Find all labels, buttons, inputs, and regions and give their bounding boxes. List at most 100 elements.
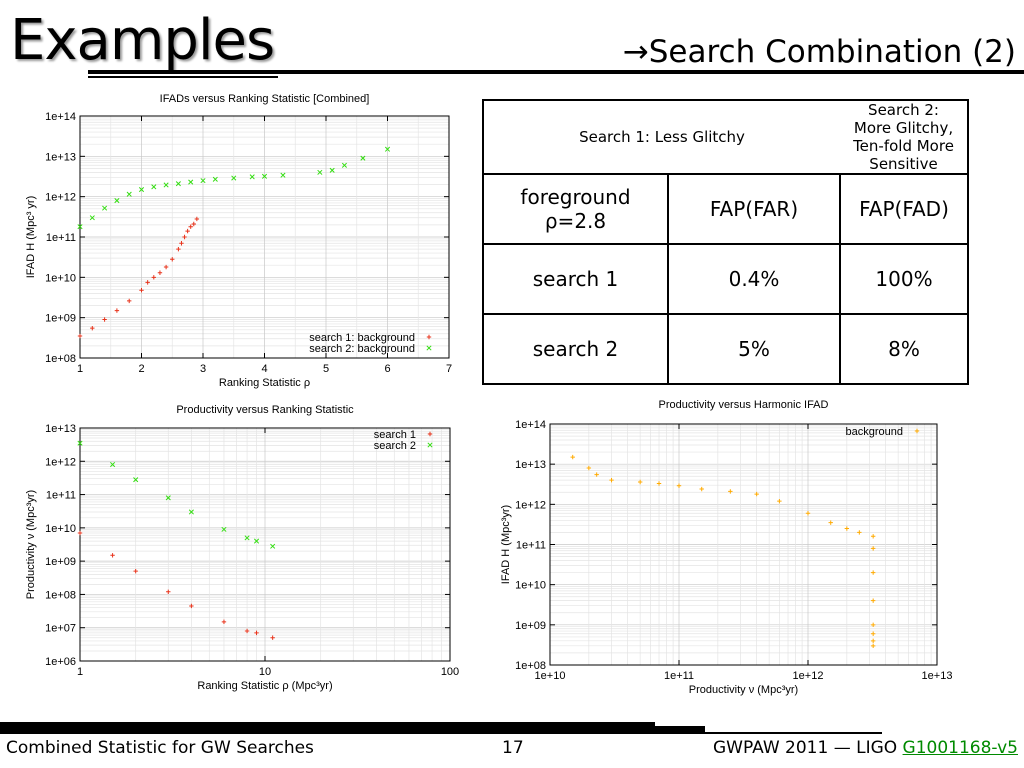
y-tick-label: 1e+08 (45, 353, 76, 365)
data-point (102, 317, 107, 322)
data-point (163, 264, 169, 270)
legend-entry: search 2 (374, 440, 416, 452)
slide-title: Examples (10, 8, 275, 73)
data-point (570, 454, 575, 460)
footer-left-text: Combined Statistic for GW Searches (6, 738, 314, 758)
table-row: foreground ρ=2.8 FAP(FAR) FAP(FAD) (482, 173, 969, 245)
chart-productivity-vs-ifad-svg: 1e+08 1e+09 1e+10 1e+11 1e+12 1e+13 1e+14 1e+10… (500, 399, 952, 696)
legend-marker (427, 442, 433, 448)
y-tick-label: 1e+06 (45, 656, 76, 668)
y-tick-label: 1e+10 (515, 580, 546, 592)
data-point (133, 477, 139, 483)
data-point (249, 174, 255, 180)
data-point (870, 631, 876, 636)
data-point (870, 546, 876, 551)
document-link[interactable]: G1001168-v5 (902, 738, 1018, 758)
y-axis-label: IFAD H (Mpc³ yr) (25, 196, 37, 279)
legend-entry: search 2: background (309, 343, 415, 355)
x-tick-label: 5 (323, 363, 329, 375)
data-point (844, 526, 850, 531)
series-2 (77, 146, 391, 230)
legend-marker (426, 345, 432, 351)
table-header-row: Search 1: Less Glitchy Search 2: More Gl… (482, 99, 969, 175)
y-tick-label: 1e+14 (515, 419, 546, 431)
x-tick-label: 7 (446, 363, 452, 375)
data-point (231, 175, 237, 181)
table-row: search 2 5% 8% (482, 313, 969, 385)
title-rule (88, 70, 1024, 74)
data-point (221, 619, 227, 625)
y-axis-label: IFAD H (Mpc³yr) (500, 505, 512, 584)
y-tick-label: 1e+08 (515, 660, 546, 672)
x-tick-label: 3 (200, 363, 206, 375)
x-tick-label: 1 (77, 666, 83, 678)
chart-ifad-vs-ranking-svg: 1e+08 1e+09 1e+10 1e+11 1e+12 1e+13 1e+14 1 2 3 4 5… (25, 93, 452, 389)
series-1 (77, 216, 200, 339)
data-point (341, 162, 348, 168)
data-point (676, 483, 682, 488)
data-point (133, 568, 138, 574)
data-point (221, 526, 227, 532)
data-point (870, 643, 876, 649)
data-point (102, 205, 108, 211)
chart-productivity-vs-ifad: 1e+08 1e+09 1e+10 1e+11 1e+12 1e+13 1e+14 1e+10… (495, 396, 953, 700)
data-point (212, 176, 218, 182)
x-axis-label: Ranking Statistic ρ (Mpc³yr) (197, 680, 332, 692)
y-tick-label: 1e+13 (515, 459, 546, 471)
data-point (110, 553, 115, 558)
data-point (699, 486, 704, 492)
legend-marker (427, 431, 433, 437)
data-point (163, 182, 169, 188)
data-point (175, 181, 181, 187)
data-point (114, 308, 120, 313)
grid (79, 116, 450, 359)
table-row: search 1 0.4% 100% (482, 243, 969, 315)
data-point (280, 172, 286, 178)
data-point (870, 534, 876, 539)
chart-productivity-vs-ranking-svg: 1e+06 1e+07 1e+08 1e+09 1e+10 1e+11 1e+12 1e+13… (25, 404, 459, 692)
data-point (188, 224, 193, 229)
data-point (870, 638, 876, 644)
table-header-search1: Search 1: Less Glitchy (482, 99, 840, 175)
chart-title: Productivity versus Harmonic IFAD (659, 399, 829, 411)
x-tick-label: 2 (138, 363, 144, 375)
footer-right-text: GWPAW 2011 — LIGO G1001168-v5 (713, 738, 1018, 758)
legend: background (846, 426, 920, 438)
data-point (170, 257, 175, 262)
x-axis-label: Productivity ν (Mpc³yr) (689, 684, 798, 696)
x-tick-label: 1e+11 (664, 670, 694, 682)
data-point (139, 287, 144, 293)
y-tick-label: 1e+10 (45, 272, 76, 284)
table-cell: search 1 (482, 243, 669, 315)
data-point (777, 498, 782, 504)
data-point (870, 622, 876, 628)
table-cell: 5% (667, 313, 841, 385)
x-tick-label: 100 (441, 666, 459, 678)
data-point (77, 530, 83, 536)
legend-marker (426, 334, 432, 340)
data-point (138, 187, 145, 193)
data-point (317, 169, 323, 175)
data-point (754, 491, 759, 497)
data-point (728, 489, 733, 494)
y-tick-label: 1e+12 (515, 499, 546, 511)
data-point (191, 221, 196, 227)
x-tick-label: 6 (384, 363, 390, 375)
x-tick-label: 1 (77, 363, 83, 375)
data-point (77, 224, 83, 230)
footer-rule-thick (0, 722, 655, 732)
y-tick-label: 1e+13 (45, 151, 76, 163)
legend-entry: search 1: background (309, 332, 415, 344)
data-point (185, 228, 190, 234)
x-tick-label: 1e+10 (535, 670, 566, 682)
table-cell: 0.4% (667, 243, 841, 315)
data-point (89, 215, 95, 221)
table-cell: 8% (839, 313, 969, 385)
y-tick-label: 1e+09 (45, 313, 76, 325)
chart-title: Productivity versus Ranking Statistic (176, 404, 354, 416)
legend-marker (914, 428, 920, 434)
data-point (145, 280, 150, 285)
data-point (77, 333, 83, 339)
